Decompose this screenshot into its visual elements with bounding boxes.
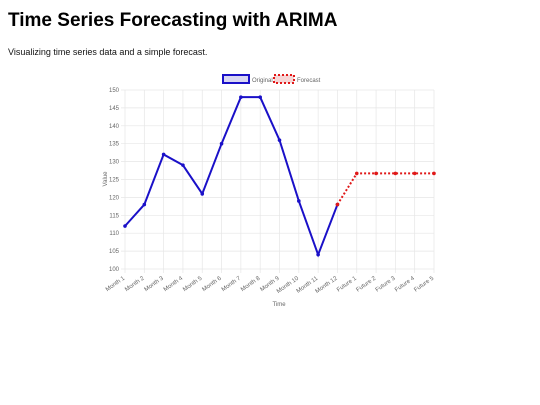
data-point-original[interactable]: [200, 192, 205, 196]
x-tick-label: Future 4: [394, 275, 416, 293]
y-tick-label: 135: [109, 142, 120, 148]
x-tick-label: Month 6: [202, 275, 224, 293]
page-title: Time Series Forecasting with ARIMA: [8, 10, 338, 31]
data-point-forecast[interactable]: [412, 171, 417, 176]
data-point-original[interactable]: [297, 199, 301, 203]
y-axis-label: Value: [103, 171, 109, 187]
x-tick-label: Month 1: [105, 275, 127, 293]
series-lines: [123, 95, 436, 258]
x-axis-label: Time: [272, 302, 286, 308]
x-tick-label: Future 5: [413, 275, 435, 293]
legend-swatch-original: [222, 74, 250, 84]
data-point-original[interactable]: [161, 152, 166, 157]
data-point-forecast[interactable]: [393, 171, 398, 176]
data-point-forecast[interactable]: [374, 171, 378, 176]
data-point-original[interactable]: [258, 95, 262, 99]
y-tick-label: 110: [109, 231, 119, 237]
y-tick-label: 130: [109, 160, 120, 166]
y-tick-label: 150: [109, 88, 120, 94]
legend-label-forecast: Forecast: [297, 78, 321, 84]
y-axis-ticks: 100 105 110 115 120 125 130 135 140 145 150: [109, 88, 120, 273]
data-point-original[interactable]: [219, 141, 224, 146]
legend-swatch-forecast: [273, 74, 295, 84]
y-tick-label: 115: [109, 213, 119, 219]
legend-item-original[interactable]: Original Data: [222, 74, 288, 84]
data-point-original[interactable]: [181, 163, 185, 167]
data-point-original[interactable]: [277, 138, 282, 142]
x-tick-label: Month 8: [240, 275, 262, 293]
y-tick-label: 100: [109, 267, 120, 273]
x-tick-label: Month 3: [144, 275, 166, 293]
x-tick-label: Month 4: [163, 275, 185, 293]
data-point-original[interactable]: [142, 202, 147, 207]
x-tick-label: Month 7: [221, 275, 243, 293]
x-tick-label: Future 2: [355, 275, 377, 293]
data-point-forecast[interactable]: [432, 171, 436, 176]
legend-item-forecast[interactable]: Forecast: [273, 74, 321, 84]
y-tick-label: 105: [109, 249, 120, 255]
y-tick-label: 140: [109, 124, 120, 130]
y-tick-label: 125: [109, 178, 120, 184]
data-point-forecast[interactable]: [335, 202, 340, 207]
series-line-original: [124, 96, 339, 258]
y-tick-label: 120: [109, 195, 120, 201]
legend-label-original: Original Data: [252, 78, 288, 84]
y-tick-label: 145: [109, 106, 120, 112]
x-tick-label: Month 5: [182, 275, 204, 293]
x-tick-label: Future 1: [336, 275, 358, 293]
x-tick-label: Future 3: [375, 275, 397, 293]
data-point-original[interactable]: [123, 224, 127, 228]
data-point-original[interactable]: [239, 95, 243, 99]
page-subtitle: Visualizing time series data and a simpl…: [8, 47, 208, 57]
grid-lines: [121, 89, 435, 273]
x-tick-label: Month 12: [315, 275, 339, 295]
data-point-forecast[interactable]: [354, 171, 359, 176]
x-tick-label: Month 2: [124, 275, 146, 293]
data-point-original[interactable]: [316, 252, 320, 257]
legend: Original Data Forecast: [222, 74, 321, 84]
series-line-forecast: [336, 172, 434, 206]
